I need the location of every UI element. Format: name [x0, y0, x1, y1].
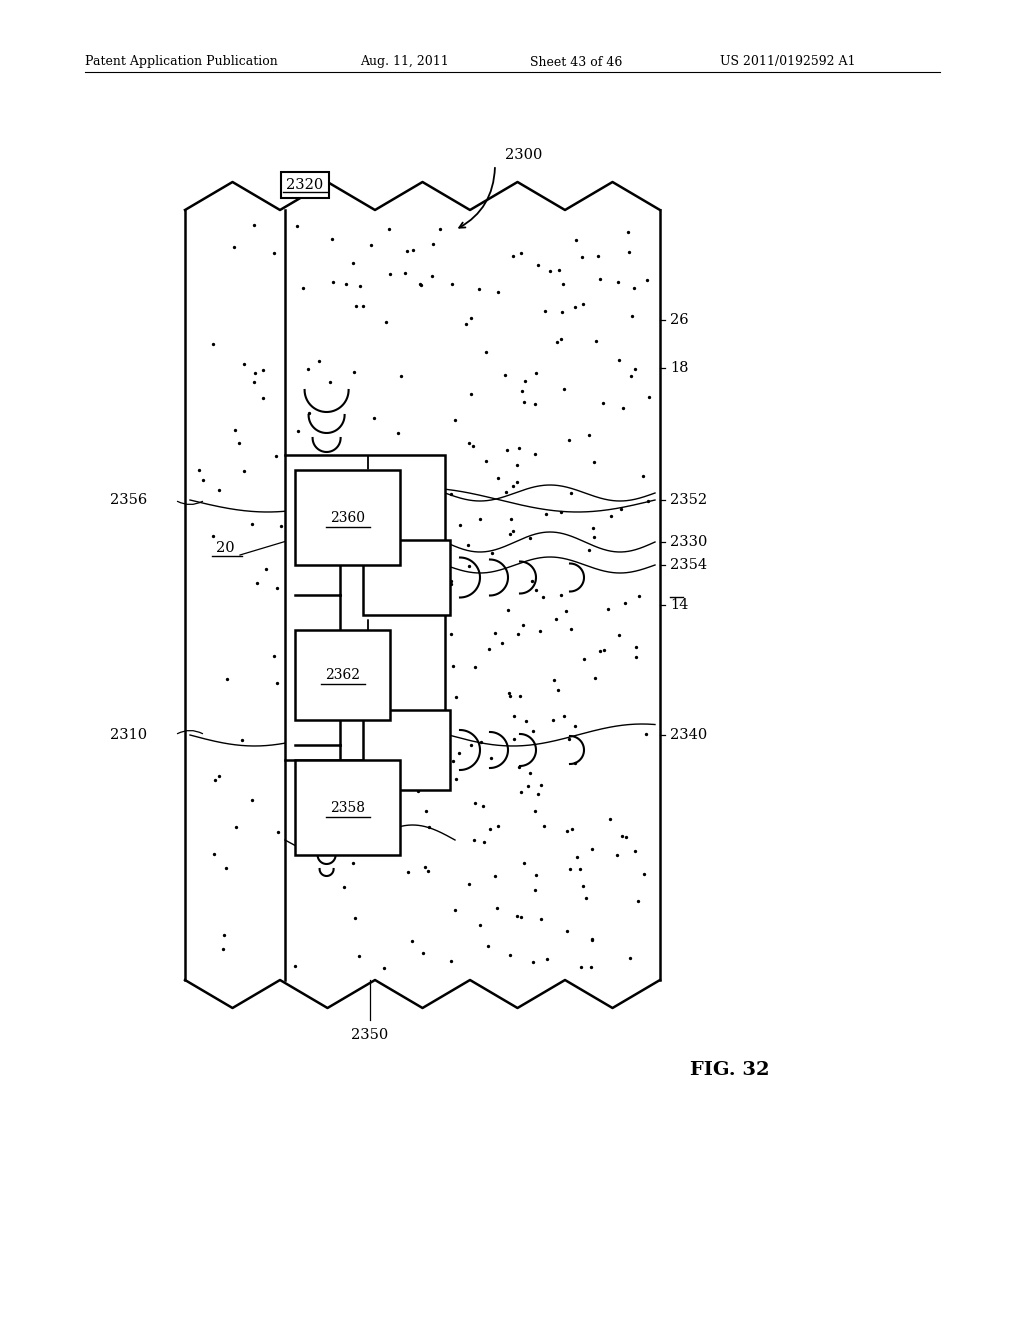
Text: 2360: 2360	[330, 511, 365, 524]
Text: 2350: 2350	[351, 1028, 389, 1041]
Text: 2354: 2354	[670, 558, 708, 572]
Text: 2358: 2358	[330, 800, 365, 814]
Text: Sheet 43 of 46: Sheet 43 of 46	[530, 55, 623, 69]
Text: 20: 20	[216, 541, 234, 554]
Bar	[285, 455, 445, 760]
Bar	[295, 760, 400, 855]
Text: 2310: 2310	[110, 729, 147, 742]
Text: 14: 14	[670, 598, 688, 612]
Bar	[295, 630, 390, 719]
Bar	[364, 710, 450, 789]
Text: 2356: 2356	[110, 492, 147, 507]
Text: 2320: 2320	[287, 178, 324, 191]
Text: 2362: 2362	[325, 668, 360, 682]
Bar	[295, 470, 400, 565]
Text: Aug. 11, 2011: Aug. 11, 2011	[360, 55, 449, 69]
Bar	[364, 540, 450, 615]
Text: 2340: 2340	[670, 729, 708, 742]
Text: 26: 26	[670, 313, 688, 327]
Text: FIG. 32: FIG. 32	[690, 1061, 770, 1078]
Text: 2352: 2352	[670, 492, 708, 507]
Text: 2300: 2300	[505, 148, 543, 162]
Text: US 2011/0192592 A1: US 2011/0192592 A1	[720, 55, 855, 69]
Text: 18: 18	[670, 360, 688, 375]
Text: 2330: 2330	[670, 535, 708, 549]
Text: Patent Application Publication: Patent Application Publication	[85, 55, 278, 69]
